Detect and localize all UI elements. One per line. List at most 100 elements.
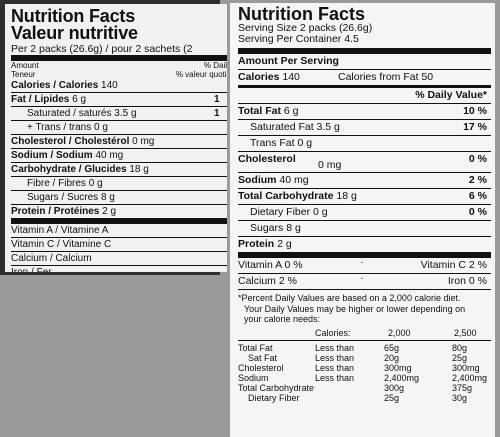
nutrient-name: Sugars — [250, 222, 284, 234]
rule-thick — [11, 218, 227, 224]
nutrient-name: Cholesterol / Cholestérol — [11, 136, 130, 147]
reference-cell: Total Fat — [238, 342, 273, 353]
reference-row: Total Carbohydrate 300g 375g — [238, 383, 491, 393]
reference-cell: Less than — [315, 342, 355, 353]
calories-from-fat: Calories from Fat 50 — [338, 71, 434, 83]
reference-cell: 30g — [452, 392, 468, 403]
reference-row: Sodium Less than 2,400mg 2,400mg — [238, 373, 491, 383]
label-title-en: Nutrition Facts — [11, 6, 136, 26]
nutrient-name: Cholesterol — [238, 153, 296, 165]
vitamin-row: Iron / Fer — [11, 265, 227, 272]
vitamin-row: Calcium / Calcium — [11, 251, 227, 265]
nutrient-name: Protein / Protéines — [11, 206, 100, 217]
reference-row: Total Fat Less than 65g 80g — [238, 343, 491, 353]
reference-row: Cholesterol Less than 300mg 300mg — [238, 363, 491, 373]
bilingual-nutrition-label: Nutrition Facts Valeur nutritive Per 2 p… — [5, 4, 227, 272]
nutrient-row: Cholesterol / Cholestérol 0 mg — [11, 134, 227, 148]
nutrient-rows: Total Fat 6 g 10 % Saturated Fat 3.5 g 17 %… — [238, 103, 491, 252]
nutrition-facts-label: Nutrition Facts Serving Size 2 packs (26… — [230, 3, 495, 437]
amount-label-en: Amount — [11, 61, 39, 70]
nutrient-amount: 0 g — [93, 122, 108, 133]
reference-cell: Total Carbohydrate — [238, 382, 315, 393]
reference-cell: Less than — [315, 352, 355, 363]
reference-header-cell: 2,500 — [454, 327, 477, 338]
nutrient-amount: 6 g — [283, 105, 299, 117]
servings-per-container: Serving Per Container 4.5 — [238, 33, 359, 45]
nutrient-row: Dietary Fiber 0 g 0 % — [238, 204, 491, 220]
nutrient-row: Protein / Protéines 2 g — [11, 204, 227, 218]
vitamin-row: Vitamin C / Vitamine C — [11, 237, 227, 251]
nutrient-name: Total Carbohydrate — [238, 190, 334, 202]
nutrient-amount: 18 g — [129, 164, 149, 175]
nutrient-amount: 3.5 g — [114, 108, 137, 119]
nutrient-amount: 2 g — [102, 206, 117, 217]
reference-cell: 300mg — [384, 362, 412, 373]
reference-row: Dietary Fiber 25g 30g — [238, 393, 491, 403]
rule-thick — [11, 55, 227, 61]
nutrient-amount: 18 g — [336, 190, 357, 202]
nutrient-amount: 0 g — [313, 206, 328, 218]
amount-label-fr: Teneur — [11, 69, 36, 79]
nutrient-row: Calories / Calories 140 — [11, 79, 227, 92]
vitamin-row: Calcium 2 % · Iron 0 % — [238, 272, 491, 289]
daily-value-percent: 0 % — [468, 153, 487, 165]
rule-thick — [238, 252, 491, 258]
reference-cell: 2,400mg — [452, 372, 488, 383]
nutrient-amount: 140 — [101, 80, 118, 91]
vitamin-name: Vitamin C / Vitamine C — [11, 239, 112, 250]
nutrient-name: Sodium / Sodium — [11, 150, 93, 161]
footnote-line: your calorie needs: — [244, 314, 321, 324]
amount-header: Amount Teneur % Daily % valeur quotid — [11, 61, 227, 79]
nutrient-name: Calories / Calories — [11, 80, 99, 91]
vitamin-right: Vitamin C 2 % — [420, 259, 487, 271]
nutrient-row: Total Carbohydrate 18 g 6 % — [238, 188, 491, 204]
nutrient-amount: 6 g — [72, 94, 87, 105]
reference-cell: Sodium — [238, 372, 269, 383]
nutrient-name: + Trans / trans — [27, 122, 92, 133]
daily-value-percent: 10 % — [463, 105, 487, 117]
reference-cell: Less than — [315, 372, 355, 383]
calories-row: Calories 140 Calories from Fat 50 — [238, 69, 491, 85]
daily-value-label-fr: % valeur quotid — [175, 69, 227, 79]
daily-value-percent: 1 — [214, 108, 220, 119]
nutrient-amount: 0 mg — [132, 136, 155, 147]
rule-thick — [238, 48, 491, 54]
nutrient-amount: 40 mg — [279, 174, 309, 186]
nutrient-rows: Calories / Calories 140 Fat / Lipides 6 g… — [11, 79, 227, 218]
rule-thin — [238, 339, 491, 341]
nutrient-row: Total Fat 6 g 10 % — [238, 103, 491, 119]
vitamin-row: Vitamin A 0 % · Vitamin C 2 % — [238, 256, 491, 273]
daily-value-percent: 6 % — [468, 190, 487, 202]
footnote-line: *Percent Daily Values are based on a 2,0… — [238, 293, 461, 303]
nutrient-amount: 0 mg — [318, 159, 342, 171]
amount-per-serving-label: Amount Per Serving — [238, 55, 339, 67]
rule-thin — [238, 289, 491, 290]
nutrient-row: Carbohydrate / Glucides 18 g — [11, 162, 227, 176]
nutrient-name: Total Fat — [238, 105, 281, 117]
rule-mid — [238, 85, 491, 88]
nutrient-row: Cholesterol 0 mg 0 % — [238, 151, 491, 172]
label-title: Nutrition Facts — [238, 4, 366, 24]
nutrient-amount: 0 g — [88, 178, 103, 189]
vitamin-name: Iron / Fer — [11, 267, 52, 272]
reference-cell: Cholesterol — [238, 362, 284, 373]
nutrient-name: Sodium — [238, 174, 277, 186]
daily-value-percent: 1 — [214, 94, 220, 105]
amount-per-serving: Amount Per Serving — [238, 54, 491, 69]
daily-value-header-label: % Daily Value* — [415, 89, 487, 101]
nutrient-row: Saturated Fat 3.5 g 17 % — [238, 119, 491, 135]
reference-header-cell: 2,000 — [388, 327, 411, 338]
reference-cell: Sat Fat — [248, 352, 278, 363]
nutrient-name: Saturated / saturés — [27, 108, 112, 119]
reference-cell: 300mg — [452, 362, 480, 373]
daily-value-header: % Daily Value* — [238, 88, 491, 103]
daily-value-percent: 0 % — [468, 206, 487, 218]
vitamin-right: Iron 0 % — [447, 275, 487, 287]
nutrient-amount: 3.5 g — [316, 121, 340, 133]
nutrient-row: Fat / Lipides 6 g 1 — [11, 92, 227, 106]
nutrient-row: + Trans / trans 0 g — [11, 120, 227, 134]
vitamin-name: Calcium / Calcium — [11, 253, 92, 264]
daily-value-percent: 2 % — [468, 174, 487, 186]
vitamin-row: Vitamin A / Vitamine A — [11, 224, 227, 237]
reference-cell: 2,400mg — [384, 372, 420, 383]
